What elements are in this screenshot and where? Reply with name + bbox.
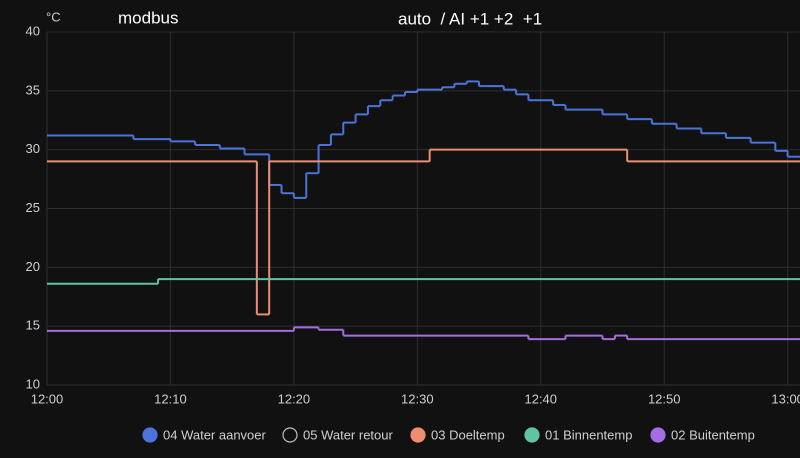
x-tick-label: 12:50 <box>648 391 681 406</box>
x-tick-label: 13:00 <box>771 391 800 406</box>
y-tick-label: 25 <box>26 200 40 215</box>
legend-label: 05 Water retour <box>303 427 394 442</box>
y-tick-label: 15 <box>26 318 40 333</box>
legend-marker <box>142 427 158 443</box>
legend-label: 04 Water aanvoer <box>163 427 267 442</box>
series-line <box>47 80 800 199</box>
legend-label: 02 Buitentemp <box>671 427 755 442</box>
series-line <box>47 148 800 316</box>
x-tick-label: 12:00 <box>31 391 64 406</box>
series-line <box>47 278 800 285</box>
legend-marker <box>410 427 426 443</box>
legend-marker <box>282 427 298 443</box>
legend-marker <box>650 427 666 443</box>
chart-title: modbus <box>118 8 178 27</box>
chart-subtitle: auto / AI +1 +2 +1 <box>398 9 542 28</box>
y-unit: °C <box>46 9 61 24</box>
y-tick-label: 30 <box>26 141 40 156</box>
x-tick-label: 12:30 <box>401 391 434 406</box>
y-tick-label: 10 <box>26 376 40 391</box>
legend-label: 01 Binnentemp <box>545 427 632 442</box>
x-tick-label: 12:40 <box>524 391 557 406</box>
x-tick-label: 12:20 <box>278 391 311 406</box>
legend-label: 03 Doeltemp <box>431 427 505 442</box>
y-tick-label: 20 <box>26 259 40 274</box>
y-tick-label: 35 <box>26 82 40 97</box>
series-line <box>47 326 800 341</box>
legend-marker <box>524 427 540 443</box>
y-tick-label: 40 <box>26 23 40 38</box>
x-tick-label: 12:10 <box>154 391 187 406</box>
